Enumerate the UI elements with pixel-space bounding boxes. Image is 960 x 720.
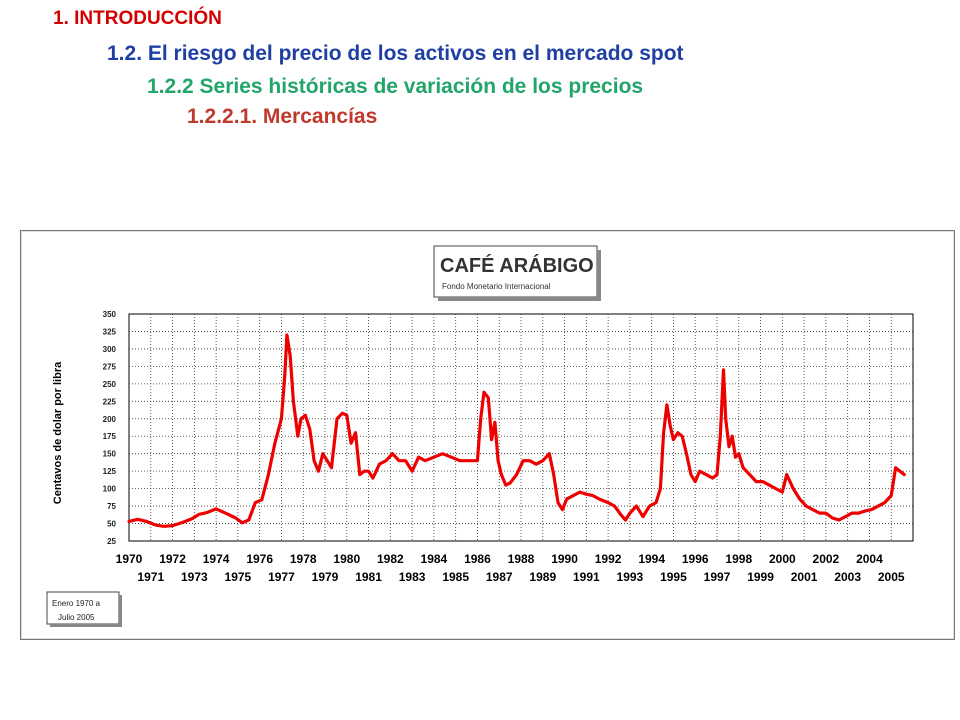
y-tick-label: 250: [103, 380, 117, 389]
x-tick-label: 1991: [573, 570, 600, 584]
x-tick-label: 1998: [725, 552, 752, 566]
y-tick-label: 125: [103, 467, 117, 476]
x-tick-label: 1977: [268, 570, 295, 584]
x-tick-label: 2004: [856, 552, 883, 566]
x-tick-label: 2000: [769, 552, 796, 566]
x-tick-label: 1979: [312, 570, 339, 584]
x-tick-label: 1970: [116, 552, 143, 566]
chart-title: CAFÉ ARÁBIGO: [440, 254, 594, 277]
x-tick-label: 1986: [464, 552, 491, 566]
y-tick-label: 25: [107, 537, 116, 546]
chart-subtitle: Fondo Monetario Internacional: [442, 282, 551, 291]
x-tick-label: 1997: [704, 570, 731, 584]
heading-introduccion: 1. INTRODUCCIÓN: [53, 8, 222, 29]
x-tick-label: 2003: [834, 570, 861, 584]
x-tick-label: 2001: [791, 570, 818, 584]
x-tick-label: 1993: [617, 570, 644, 584]
x-tick-label: 1992: [595, 552, 622, 566]
y-tick-label: 325: [103, 327, 117, 336]
chart-title-box: CAFÉ ARÁBIGO Fondo Monetario Internacion…: [433, 245, 601, 301]
chart-figure: CAFÉ ARÁBIGO Fondo Monetario Internacion…: [20, 230, 955, 640]
date-range-note: Enero 1970 a Julio 2005: [46, 591, 122, 627]
x-tick-label: 1987: [486, 570, 513, 584]
heading-series-historicas: 1.2.2 Series históricas de variación de …: [147, 75, 644, 98]
y-axis-label: Centavos de dolar por libra: [52, 361, 64, 504]
y-tick-label: 200: [103, 415, 117, 424]
y-tick-label: 50: [107, 520, 116, 529]
coffee-price-chart: CAFÉ ARÁBIGO Fondo Monetario Internacion…: [46, 245, 914, 627]
heading-riesgo-precio: 1.2. El riesgo del precio de los activos…: [107, 42, 684, 65]
x-tick-label: 2005: [878, 570, 905, 584]
y-tick-label: 75: [107, 502, 116, 511]
y-tick-label: 300: [103, 345, 117, 354]
y-tick-label: 275: [103, 362, 117, 371]
x-tick-label: 1995: [660, 570, 687, 584]
x-tick-label: 1983: [399, 570, 426, 584]
x-tick-label: 1985: [442, 570, 469, 584]
y-tick-label: 350: [103, 310, 117, 319]
y-tick-label: 225: [103, 397, 117, 406]
y-tick-label: 100: [103, 485, 117, 494]
x-tick-label: 2002: [813, 552, 840, 566]
x-tick-label: 1982: [377, 552, 404, 566]
y-tick-label: 150: [103, 450, 117, 459]
x-tick-label: 1972: [159, 552, 186, 566]
y-tick-label: 175: [103, 432, 117, 441]
series-line-cafe-arabigo: [127, 333, 906, 528]
x-tick-label: 1980: [333, 552, 360, 566]
note-line-1: Enero 1970 a: [52, 599, 101, 608]
x-tick-label: 1988: [508, 552, 535, 566]
x-tick-labels: 1970 1972 1974 1976 1978 1980 1982 1984 1986 1988…: [116, 552, 905, 584]
x-tick-label: 1999: [747, 570, 774, 584]
x-tick-label: 1975: [225, 570, 252, 584]
x-tick-label: 1984: [421, 552, 448, 566]
y-tick-labels: 25 50 75 100 125 150 175 200 225 250 275 300 325 350: [103, 310, 117, 546]
x-tick-label: 1976: [246, 552, 273, 566]
x-tick-label: 1974: [203, 552, 230, 566]
series-layer: [127, 333, 906, 528]
x-tick-label: 1989: [529, 570, 556, 584]
grid: [128, 313, 914, 542]
x-tick-label: 1973: [181, 570, 208, 584]
heading-mercancias: 1.2.2.1. Mercancías: [187, 105, 378, 128]
x-tick-label: 1990: [551, 552, 578, 566]
note-line-2: Julio 2005: [58, 613, 95, 622]
x-tick-label: 1994: [638, 552, 665, 566]
x-tick-label: 1996: [682, 552, 709, 566]
x-tick-label: 1971: [137, 570, 164, 584]
x-tick-label: 1981: [355, 570, 382, 584]
x-tick-label: 1978: [290, 552, 317, 566]
